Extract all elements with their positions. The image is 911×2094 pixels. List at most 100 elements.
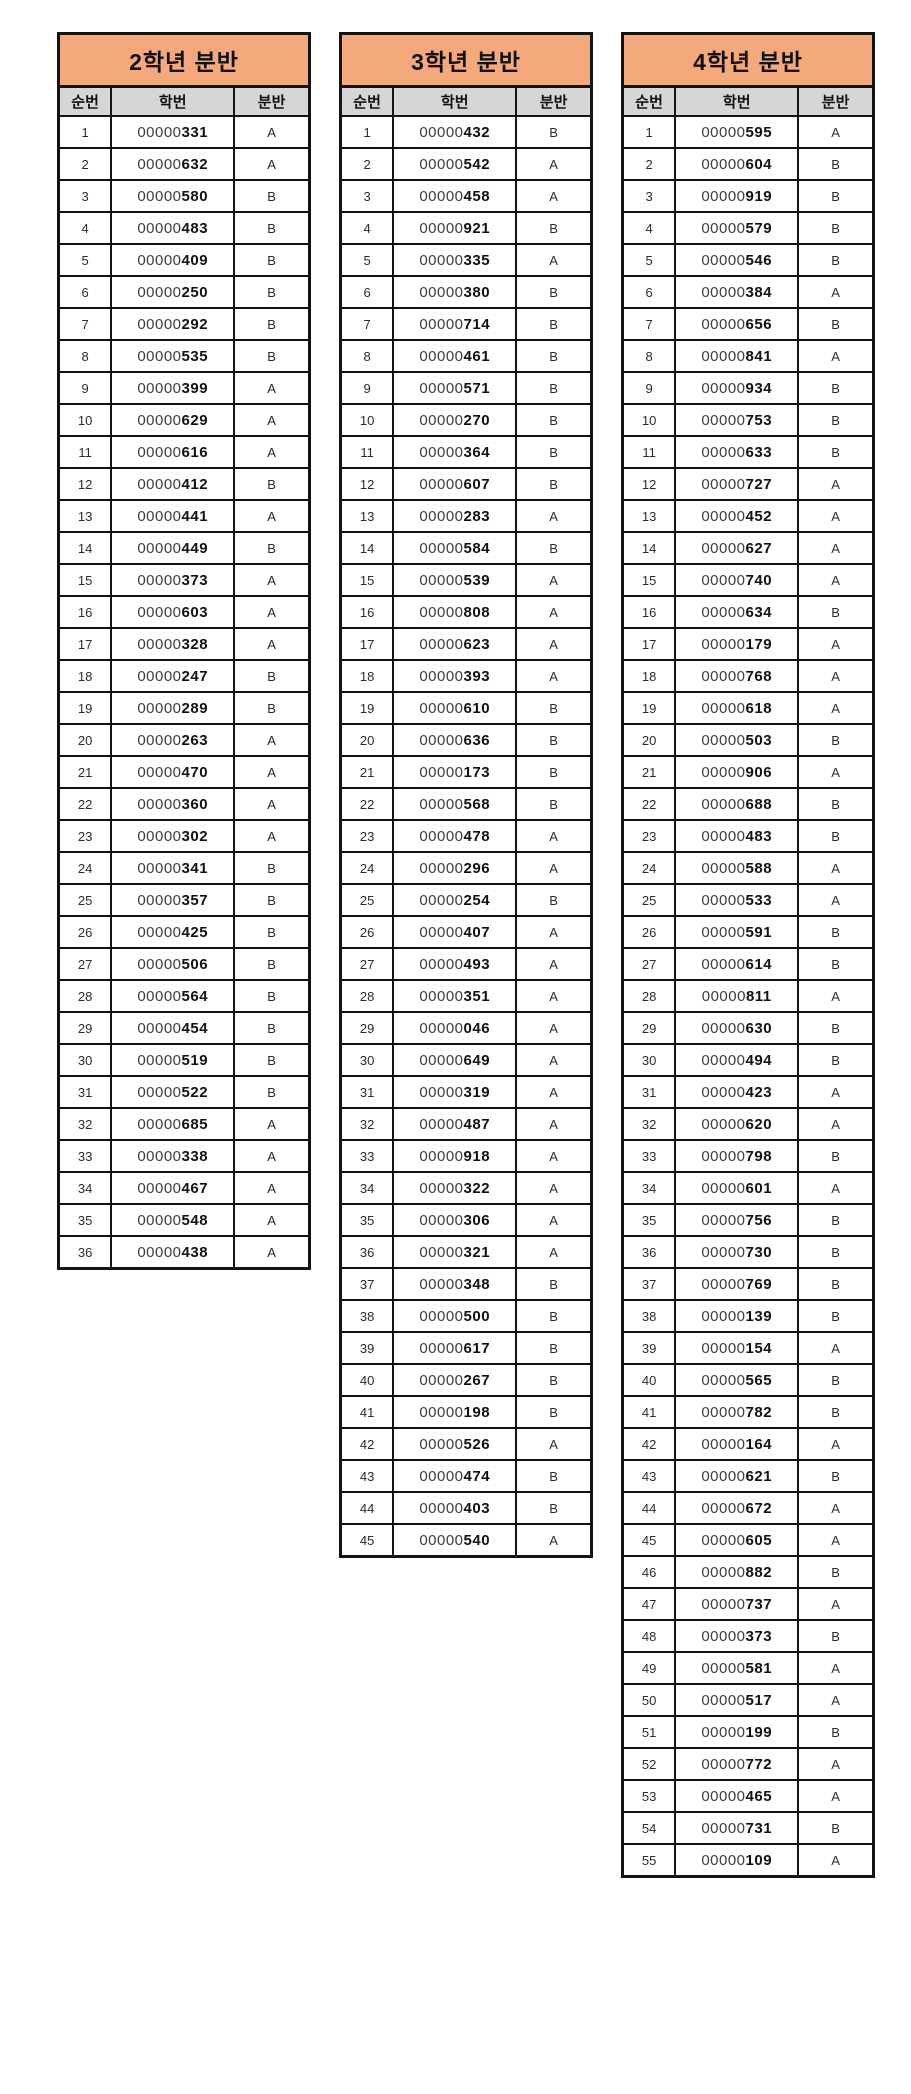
class-letter: B (797, 1203, 875, 1237)
student-id: 00000465 (674, 1779, 800, 1813)
student-id-suffix: 603 (181, 603, 209, 621)
class-letter: B (515, 371, 593, 405)
student-id: 00000306 (392, 1203, 518, 1237)
row-number: 30 (57, 1043, 113, 1077)
row-number: 9 (621, 371, 677, 405)
student-id-masked-prefix: 00000 (137, 283, 182, 301)
table-row: 23 00000302 A (57, 819, 311, 853)
class-letter: A (233, 1107, 311, 1141)
student-id: 00000772 (674, 1747, 800, 1781)
row-number: 1 (57, 115, 113, 149)
student-id-masked-prefix: 00000 (701, 1147, 746, 1165)
class-letter: B (797, 147, 875, 181)
row-number: 42 (339, 1427, 395, 1461)
table-row: 9 00000399 A (57, 371, 311, 405)
table-row: 25 00000533 A (621, 883, 875, 917)
class-letter: A (515, 979, 593, 1013)
student-id-suffix: 296 (463, 859, 491, 877)
row-number: 18 (621, 659, 677, 693)
student-id-masked-prefix: 00000 (701, 507, 746, 525)
table-row: 43 00000474 B (339, 1459, 593, 1493)
row-number: 22 (57, 787, 113, 821)
table-row: 19 00000289 B (57, 691, 311, 725)
table-row: 53 00000465 A (621, 1779, 875, 1813)
class-letter: A (797, 1747, 875, 1781)
student-id: 00000357 (110, 883, 236, 917)
table-row: 24 00000341 B (57, 851, 311, 885)
student-id: 00000399 (110, 371, 236, 405)
table-row: 20 00000263 A (57, 723, 311, 757)
student-id-suffix: 454 (181, 1019, 209, 1037)
student-id-suffix: 526 (463, 1435, 491, 1453)
student-id-suffix: 548 (181, 1211, 209, 1229)
student-id-masked-prefix: 00000 (701, 1659, 746, 1677)
class-letter: A (797, 1779, 875, 1813)
class-letter: A (515, 563, 593, 597)
table-row: 17 00000179 A (621, 627, 875, 661)
table-row: 3 00000458 A (339, 179, 593, 213)
row-number: 11 (57, 435, 113, 469)
student-id-masked-prefix: 00000 (137, 1019, 182, 1037)
student-id-masked-prefix: 00000 (701, 891, 746, 909)
student-id-suffix: 535 (181, 347, 209, 365)
class-letter: B (515, 1267, 593, 1301)
table-row: 54 00000731 B (621, 1811, 875, 1845)
student-id: 00000604 (674, 147, 800, 181)
table-row: 27 00000493 A (339, 947, 593, 981)
class-letter: B (515, 1363, 593, 1397)
table-row: 36 00000321 A (339, 1235, 593, 1269)
student-id: 00000565 (674, 1363, 800, 1397)
row-number: 19 (621, 691, 677, 725)
student-id-masked-prefix: 00000 (419, 443, 464, 461)
row-number: 50 (621, 1683, 677, 1717)
row-number: 17 (57, 627, 113, 661)
class-letter: B (797, 1715, 875, 1749)
class-letter: B (797, 595, 875, 629)
student-id-suffix: 503 (745, 731, 773, 749)
student-id: 00000046 (392, 1011, 518, 1045)
table-row: 50 00000517 A (621, 1683, 875, 1717)
table-row: 9 00000571 B (339, 371, 593, 405)
table-row: 6 00000250 B (57, 275, 311, 309)
student-id-suffix: 441 (181, 507, 209, 525)
class-letter: A (233, 595, 311, 629)
student-id-masked-prefix: 00000 (701, 187, 746, 205)
student-id-masked-prefix: 00000 (137, 1051, 182, 1069)
student-id: 00000247 (110, 659, 236, 693)
table-row: 25 00000254 B (339, 883, 593, 917)
student-id-suffix: 634 (745, 603, 773, 621)
student-id-masked-prefix: 00000 (137, 379, 182, 397)
class-letter: A (233, 147, 311, 181)
row-number: 41 (339, 1395, 395, 1429)
table-row: 31 00000423 A (621, 1075, 875, 1109)
student-id-suffix: 579 (745, 219, 773, 237)
student-id-suffix: 610 (463, 699, 491, 717)
student-id-masked-prefix: 00000 (419, 507, 464, 525)
table-body: 1 00000595 A 2 00000604 B 3 00000919 B 4 00000579 B… (621, 115, 875, 1878)
student-id: 00000571 (392, 371, 518, 405)
row-number: 21 (57, 755, 113, 789)
table-row: 30 00000519 B (57, 1043, 311, 1077)
row-number: 15 (621, 563, 677, 597)
class-letter: A (797, 1331, 875, 1365)
student-id: 00000632 (110, 147, 236, 181)
class-letter: B (797, 179, 875, 213)
student-id-suffix: 727 (745, 475, 773, 493)
student-id-masked-prefix: 00000 (137, 539, 182, 557)
student-id-suffix: 393 (463, 667, 491, 685)
student-id-masked-prefix: 00000 (701, 1691, 746, 1709)
student-id: 00000338 (110, 1139, 236, 1173)
row-number: 6 (339, 275, 395, 309)
class-letter: B (515, 1395, 593, 1429)
table-row: 40 00000565 B (621, 1363, 875, 1397)
student-id-masked-prefix: 00000 (419, 731, 464, 749)
student-id-masked-prefix: 00000 (701, 155, 746, 173)
row-number: 12 (621, 467, 677, 501)
table-row: 23 00000478 A (339, 819, 593, 853)
student-id-masked-prefix: 00000 (419, 987, 464, 1005)
table-row: 28 00000564 B (57, 979, 311, 1013)
student-id: 00000270 (392, 403, 518, 437)
row-number: 7 (57, 307, 113, 341)
row-number: 13 (339, 499, 395, 533)
student-id: 00000432 (392, 115, 518, 149)
